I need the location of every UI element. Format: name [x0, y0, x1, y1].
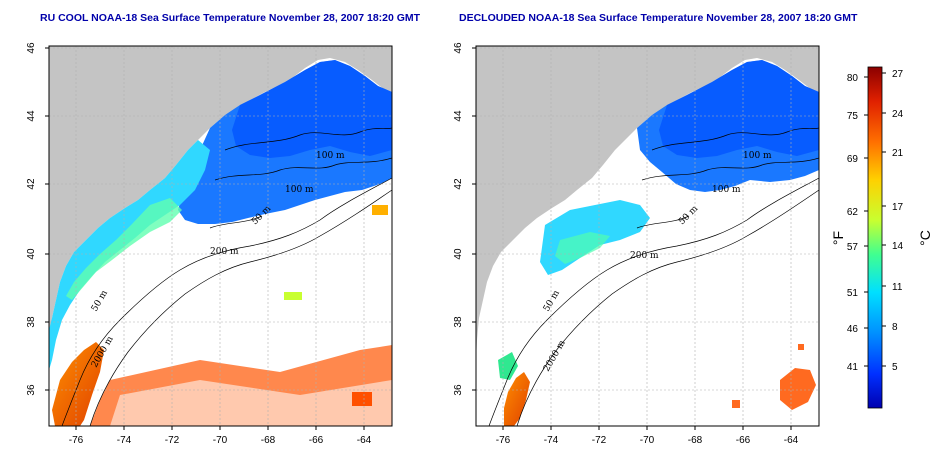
lat-tick-right-3: 40	[453, 248, 464, 260]
contour-left-100m	[224, 127, 392, 151]
left-map-grid	[49, 46, 392, 426]
right-map-grid	[476, 46, 819, 426]
fahrenheit-tick-1: 80	[847, 73, 859, 84]
fahrenheit-tick-7: 46	[847, 324, 859, 335]
land-mass-left	[49, 46, 392, 360]
lat-tick-left-2: 38	[26, 316, 37, 328]
celsius-tick-5: 14	[892, 241, 904, 252]
celsius-tick-8: 5	[892, 362, 898, 373]
lon-tick-right-1: -76	[496, 435, 511, 446]
sst-mid-left	[49, 140, 210, 370]
sst-warm-left	[52, 342, 104, 426]
lon-tick-left-5: -68	[261, 435, 276, 446]
lon-tick-left-4: -70	[213, 435, 228, 446]
celsius-tick-1: 27	[892, 69, 904, 80]
fahrenheit-tick-2: 75	[847, 111, 859, 122]
fahrenheit-label: °F	[830, 231, 846, 245]
celsius-tick-3: 21	[892, 148, 904, 159]
lon-tick-right-3: -72	[592, 435, 607, 446]
lon-tick-left-1: -76	[69, 435, 84, 446]
lon-tick-right-7: -64	[784, 435, 799, 446]
contour-label-right-4: 200 m	[630, 251, 659, 261]
sst-warm-right	[504, 372, 530, 426]
fahrenheit-tick-6: 51	[847, 288, 859, 299]
contour-left-2000m	[89, 189, 392, 426]
celsius-tick-7: 8	[892, 322, 898, 333]
contour-right-2000m	[516, 189, 819, 426]
lat-tick-right-6: 46	[453, 42, 464, 54]
contour-label-right-1: 100 m	[743, 151, 772, 161]
lon-tick-right-6: -66	[736, 435, 751, 446]
colorbar-gradient	[867, 66, 883, 409]
celsius-tick-4: 17	[892, 202, 904, 213]
lat-tick-left-3: 40	[26, 248, 37, 260]
lon-tick-left-6: -66	[309, 435, 324, 446]
lat-tick-right-4: 42	[453, 178, 464, 190]
lat-tick-left-5: 44	[26, 110, 37, 122]
left-map: 100 m 100 m 50 m 200 m 50 m 2000 m	[26, 42, 393, 446]
lat-tick-right-5: 44	[453, 110, 464, 122]
contour-label-left-2: 100 m	[285, 185, 314, 195]
fahrenheit-tick-3: 69	[847, 154, 859, 165]
contour-label-left-4: 200 m	[210, 247, 239, 257]
lon-tick-right-4: -70	[640, 435, 655, 446]
fahrenheit-tick-4: 62	[847, 207, 859, 218]
contour-label-left-1: 100 m	[316, 151, 345, 161]
fahrenheit-tick-8: 41	[847, 362, 859, 373]
lon-tick-right-5: -68	[688, 435, 703, 446]
lon-tick-left-2: -74	[117, 435, 132, 446]
celsius-tick-2: 24	[892, 109, 904, 120]
lat-tick-left-1: 36	[26, 384, 37, 396]
fahrenheit-tick-5: 57	[847, 242, 859, 253]
lon-tick-left-3: -72	[165, 435, 180, 446]
lat-tick-right-2: 38	[453, 316, 464, 328]
right-map-title: DECLOUDED NOAA-18 Sea Surface Temperatur…	[459, 12, 858, 24]
colorbar: 80 75 69 62 57 51 46 41 27 24 21 17 14 1…	[830, 66, 933, 409]
lat-tick-left-4: 42	[26, 178, 37, 190]
left-map-title: RU COOL NOAA-18 Sea Surface Temperature …	[40, 12, 421, 24]
celsius-tick-6: 11	[892, 282, 903, 293]
lat-tick-right-1: 36	[453, 384, 464, 396]
contour-left-200m	[61, 177, 392, 426]
right-map: 100 m 100 m 50 m 200 m 50 m 2000 m	[453, 42, 820, 446]
lat-tick-left-6: 46	[26, 42, 37, 54]
lon-tick-left-7: -64	[357, 435, 372, 446]
contour-right-100m	[651, 127, 819, 151]
contour-right-200m	[488, 177, 819, 426]
celsius-label: °C	[917, 230, 933, 246]
lon-tick-right-2: -74	[544, 435, 559, 446]
land-mass-right	[476, 46, 819, 360]
contour-label-right-2: 100 m	[712, 185, 741, 195]
